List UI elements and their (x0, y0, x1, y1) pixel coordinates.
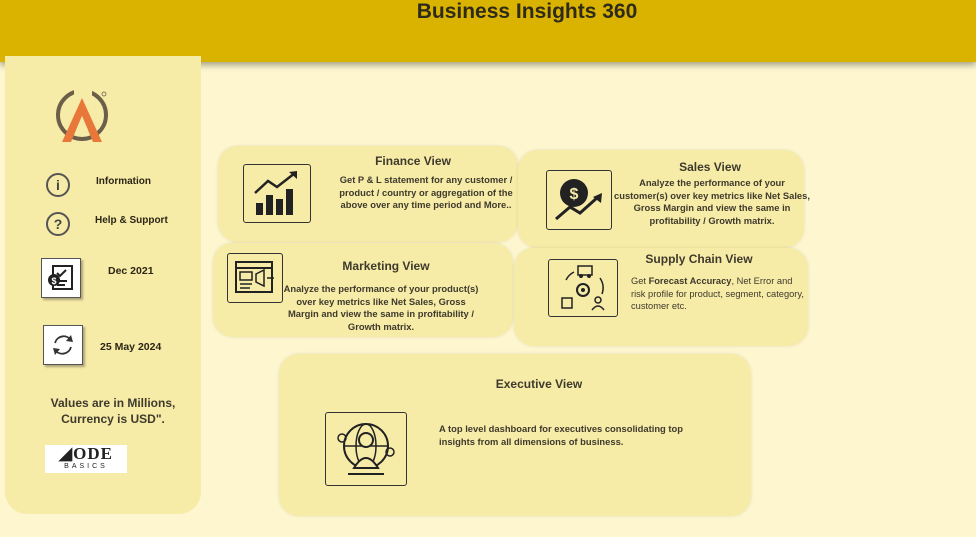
brand-top: ODE (73, 444, 113, 463)
brand-bottom: BASICS (64, 463, 108, 470)
supply-desc-post: , Net Error and risk profile for product… (631, 276, 804, 311)
finance-view-desc: Get P & L statement for any customer / p… (339, 174, 513, 210)
supply-chain-view-title: Supply Chain View (645, 252, 753, 266)
finance-view-card[interactable]: Finance View Get P & L statement for any… (218, 146, 518, 242)
supply-chain-cycle-icon (548, 259, 618, 317)
svg-text:$: $ (570, 186, 579, 203)
sales-view-title: Sales View (679, 160, 741, 174)
supply-chain-view-card[interactable]: Supply Chain View Get Forecast Accuracy,… (514, 248, 808, 346)
values-note: Values are in Millions, Currency is USD"… (50, 396, 176, 426)
page-title: Business Insights 360 (416, 0, 638, 23)
svg-text:$: $ (51, 276, 56, 286)
executive-view-title: Executive View (495, 377, 583, 391)
information-link[interactable]: Information (96, 176, 151, 187)
sales-view-desc: Analyze the performance of your customer… (614, 177, 810, 226)
marketing-view-title: Marketing View (342, 259, 430, 273)
executive-globe-icon (325, 412, 407, 486)
marketing-view-card[interactable]: Marketing View Analyze the performance o… (213, 243, 513, 337)
supply-chain-view-desc: Get Forecast Accuracy, Net Error and ris… (631, 275, 807, 313)
supply-desc-pre: Get (631, 276, 649, 286)
finance-chart-icon (243, 164, 311, 223)
info-icon[interactable]: i (46, 173, 70, 197)
refresh-icon[interactable] (43, 325, 83, 365)
supply-desc-bold: Forecast Accuracy (648, 276, 732, 286)
header-bar: Business Insights 360 (0, 0, 976, 62)
sidebar: i Information ? Help & Support $ Dec 202… (5, 56, 201, 514)
last-refresh-date: 25 May 2024 (100, 341, 162, 353)
help-icon[interactable]: ? (46, 212, 70, 236)
finance-view-title: Finance View (375, 154, 451, 168)
sales-view-card[interactable]: $ Sales View Analyze the performance of … (518, 150, 810, 248)
atliq-logo-icon (54, 88, 110, 149)
calendar-dollar-icon[interactable]: $ (41, 258, 81, 298)
sales-money-icon: $ (546, 170, 612, 230)
executive-view-desc: A top level dashboard for executives con… (439, 423, 683, 447)
period-label: Dec 2021 (108, 265, 154, 277)
help-support-link[interactable]: Help & Support (95, 215, 168, 226)
marketing-view-desc: Analyze the performance of your product(… (283, 283, 479, 332)
codebasics-logo: ◢ODE BASICS (45, 445, 127, 473)
marketing-screen-icon (227, 253, 283, 303)
code-c-icon: ◢ (59, 444, 74, 463)
executive-view-card[interactable]: Executive View A top level dashboard for… (279, 354, 751, 516)
